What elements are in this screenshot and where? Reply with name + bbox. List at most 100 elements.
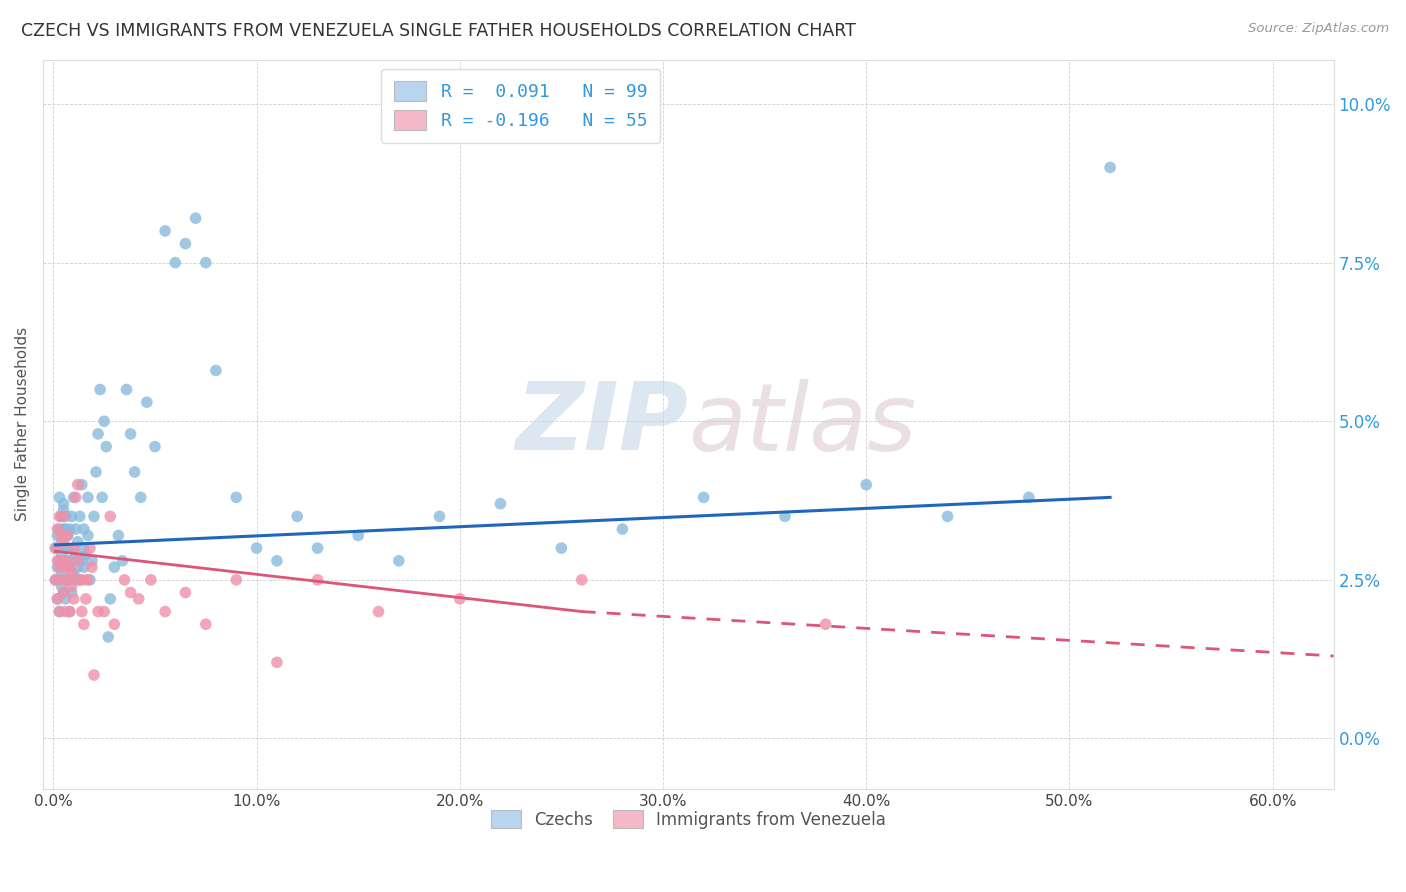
Point bbox=[388, 554, 411, 568]
Point bbox=[55, 573, 77, 587]
Point bbox=[60, 585, 83, 599]
Point bbox=[83, 509, 105, 524]
Point bbox=[83, 668, 105, 682]
Point bbox=[111, 554, 134, 568]
Point bbox=[73, 560, 96, 574]
Point bbox=[52, 497, 75, 511]
Point bbox=[59, 605, 82, 619]
Point bbox=[48, 573, 70, 587]
Point bbox=[60, 566, 83, 581]
Point bbox=[135, 395, 157, 409]
Text: ZIP: ZIP bbox=[516, 378, 689, 470]
Point bbox=[77, 491, 100, 505]
Point bbox=[107, 528, 129, 542]
Point bbox=[52, 509, 75, 524]
Point bbox=[79, 573, 101, 587]
Point bbox=[489, 497, 512, 511]
Point bbox=[367, 605, 389, 619]
Point bbox=[44, 541, 66, 555]
Point bbox=[128, 591, 150, 606]
Point bbox=[73, 541, 96, 555]
Point bbox=[124, 465, 146, 479]
Point bbox=[93, 414, 115, 428]
Point bbox=[51, 554, 73, 568]
Point bbox=[48, 509, 70, 524]
Point bbox=[84, 465, 107, 479]
Point bbox=[51, 528, 73, 542]
Point bbox=[46, 522, 69, 536]
Point bbox=[285, 509, 308, 524]
Point bbox=[98, 509, 121, 524]
Point bbox=[307, 541, 329, 555]
Text: CZECH VS IMMIGRANTS FROM VENEZUELA SINGLE FATHER HOUSEHOLDS CORRELATION CHART: CZECH VS IMMIGRANTS FROM VENEZUELA SINGL… bbox=[21, 22, 856, 40]
Point bbox=[70, 477, 93, 491]
Point bbox=[91, 491, 114, 505]
Point bbox=[56, 541, 79, 555]
Point bbox=[429, 509, 451, 524]
Point bbox=[62, 566, 84, 581]
Point bbox=[153, 224, 176, 238]
Point bbox=[55, 509, 77, 524]
Point bbox=[52, 522, 75, 536]
Point bbox=[48, 605, 70, 619]
Point bbox=[59, 560, 82, 574]
Point bbox=[194, 617, 217, 632]
Point bbox=[56, 528, 79, 542]
Point bbox=[62, 541, 84, 555]
Point bbox=[225, 573, 247, 587]
Point bbox=[174, 236, 197, 251]
Point bbox=[51, 509, 73, 524]
Point bbox=[80, 560, 103, 574]
Point bbox=[46, 591, 69, 606]
Point bbox=[62, 573, 84, 587]
Point bbox=[143, 440, 166, 454]
Point bbox=[44, 573, 66, 587]
Point bbox=[855, 477, 877, 491]
Point bbox=[75, 591, 97, 606]
Point bbox=[114, 573, 136, 587]
Point bbox=[773, 509, 796, 524]
Point bbox=[1018, 491, 1040, 505]
Point bbox=[1099, 161, 1122, 175]
Point bbox=[87, 605, 110, 619]
Point bbox=[48, 560, 70, 574]
Point bbox=[55, 541, 77, 555]
Point bbox=[66, 477, 89, 491]
Point bbox=[44, 573, 66, 587]
Point bbox=[62, 591, 84, 606]
Point bbox=[612, 522, 634, 536]
Y-axis label: Single Father Households: Single Father Households bbox=[15, 327, 30, 522]
Point bbox=[55, 605, 77, 619]
Point bbox=[59, 522, 82, 536]
Point bbox=[77, 528, 100, 542]
Point bbox=[70, 554, 93, 568]
Point bbox=[245, 541, 267, 555]
Point bbox=[139, 573, 162, 587]
Point bbox=[120, 585, 142, 599]
Point bbox=[62, 541, 84, 555]
Point bbox=[93, 605, 115, 619]
Point bbox=[59, 560, 82, 574]
Point bbox=[75, 548, 97, 562]
Point bbox=[48, 491, 70, 505]
Point bbox=[65, 522, 87, 536]
Point bbox=[73, 522, 96, 536]
Point bbox=[69, 509, 91, 524]
Point bbox=[174, 585, 197, 599]
Point bbox=[56, 573, 79, 587]
Point bbox=[184, 211, 207, 226]
Point bbox=[46, 554, 69, 568]
Point bbox=[56, 528, 79, 542]
Point bbox=[51, 573, 73, 587]
Point bbox=[48, 522, 70, 536]
Point bbox=[52, 585, 75, 599]
Point bbox=[55, 591, 77, 606]
Point bbox=[66, 534, 89, 549]
Point bbox=[65, 548, 87, 562]
Point bbox=[165, 255, 187, 269]
Point bbox=[266, 656, 288, 670]
Point bbox=[66, 554, 89, 568]
Point bbox=[48, 605, 70, 619]
Point bbox=[55, 522, 77, 536]
Text: atlas: atlas bbox=[689, 379, 917, 470]
